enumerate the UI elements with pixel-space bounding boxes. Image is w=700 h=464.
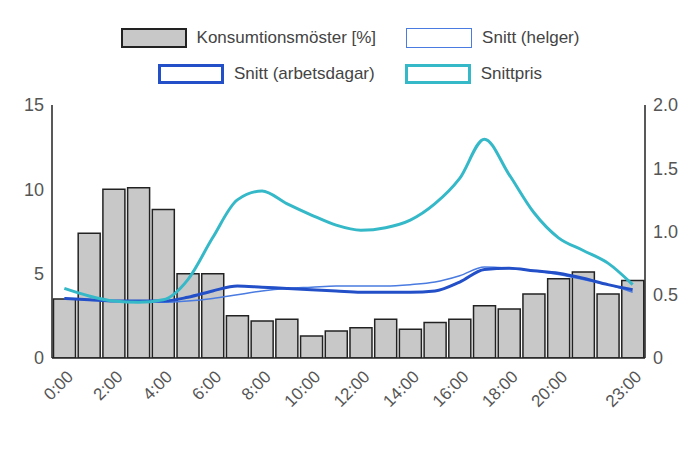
svg-text:1.0: 1.0 <box>653 222 678 242</box>
svg-text:14:00: 14:00 <box>379 367 423 411</box>
svg-text:2:00: 2:00 <box>90 367 127 404</box>
svg-text:0.5: 0.5 <box>653 285 678 305</box>
svg-text:10: 10 <box>24 180 44 200</box>
svg-text:12:00: 12:00 <box>330 367 374 411</box>
svg-text:4:00: 4:00 <box>139 367 176 404</box>
html-text:Snittpris: Snittpris <box>480 64 543 83</box>
svg-text:0:00: 0:00 <box>40 367 77 404</box>
html-text:Snitt (helger): Snitt (helger) <box>482 28 580 47</box>
svg-text:5: 5 <box>34 264 44 284</box>
html-text:Konsumtionsmöster [%]: Konsumtionsmöster [%] <box>196 28 377 47</box>
svg-text:23:00: 23:00 <box>602 367 646 411</box>
svg-text:2.0: 2.0 <box>653 95 678 115</box>
svg-text:1.5: 1.5 <box>653 159 678 179</box>
svg-text:6:00: 6:00 <box>188 367 225 404</box>
svg-text:16:00: 16:00 <box>429 367 473 411</box>
svg-text:15: 15 <box>24 95 44 115</box>
svg-text:20:00: 20:00 <box>528 367 572 411</box>
svg-text:0: 0 <box>34 348 44 368</box>
svg-text:18:00: 18:00 <box>478 367 522 411</box>
html-text:Snitt (arbetsdagar): Snitt (arbetsdagar) <box>233 64 375 83</box>
svg-text:10:00: 10:00 <box>281 367 325 411</box>
svg-text:0: 0 <box>653 348 663 368</box>
svg-text:8:00: 8:00 <box>238 367 275 404</box>
